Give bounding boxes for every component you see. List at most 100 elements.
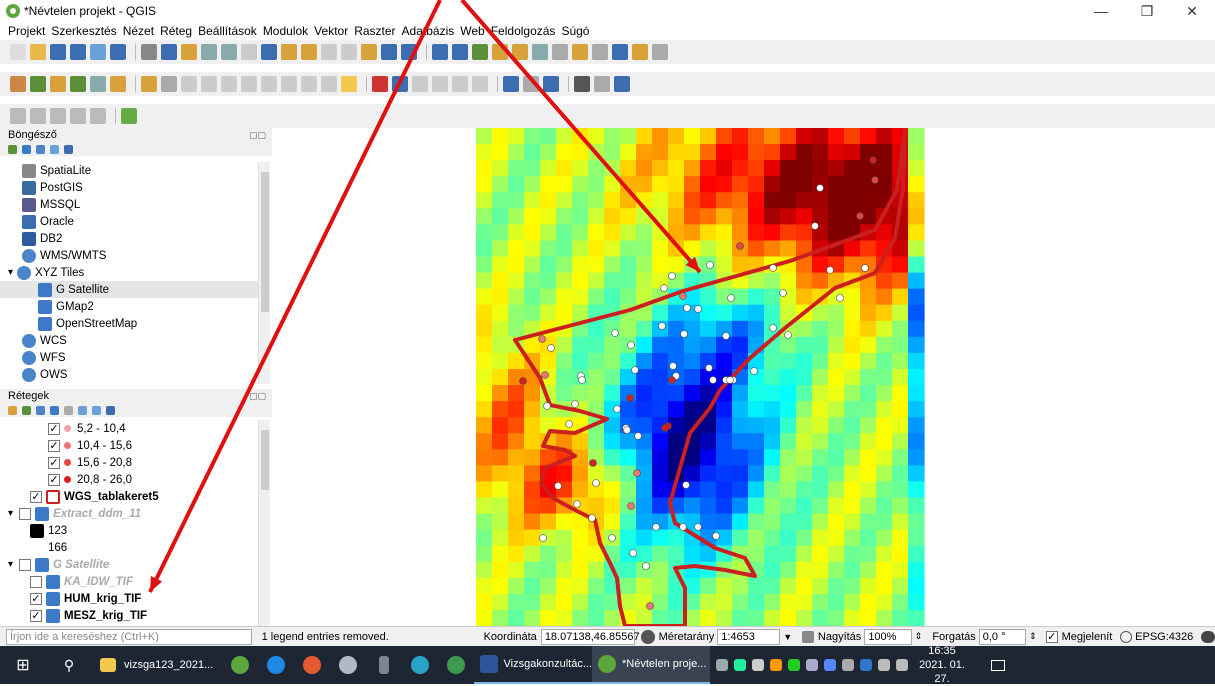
toolbar-tool-icon[interactable]: [141, 44, 157, 60]
toolbar-tool-icon[interactable]: [90, 44, 106, 60]
expand-arrow-icon[interactable]: ▾: [8, 559, 14, 570]
restore-button[interactable]: ❐: [1140, 3, 1154, 19]
search-input[interactable]: Írjon ide a kereséshez (Ctrl+K): [6, 628, 252, 645]
toolbar-tool-icon[interactable]: [281, 44, 297, 60]
layer-item-hum-krig-tif[interactable]: HUM_krig_TIF: [0, 590, 258, 607]
toolbar-tool-icon[interactable]: [50, 108, 66, 124]
layer-visibility-checkbox[interactable]: [48, 422, 60, 435]
browser-item-gmap2[interactable]: GMap2: [0, 298, 258, 315]
taskbar-qgis-pinned[interactable]: [222, 646, 258, 684]
layer-item-5-2-10-4[interactable]: 5,2 - 10,4: [0, 420, 258, 437]
toolbar-tool-icon[interactable]: [543, 76, 559, 92]
tray-icon[interactable]: [734, 659, 746, 671]
toolbar-tool-icon[interactable]: [221, 76, 237, 92]
layer-visibility-checkbox[interactable]: [19, 507, 32, 520]
layer-item-extract-ddm-11[interactable]: ▾ Extract_ddm_11: [0, 505, 258, 522]
menu-feldolgozas[interactable]: Feldolgozás: [490, 24, 556, 38]
taskbar-app3[interactable]: [294, 646, 330, 684]
browser-item-openstreetmap[interactable]: OpenStreetMap: [0, 315, 258, 332]
zoom-spinner-icon[interactable]: ⇕: [914, 631, 923, 641]
style-icon[interactable]: [8, 405, 17, 415]
browser-item-postgis[interactable]: PostGIS: [0, 179, 258, 196]
toolbar-tool-icon[interactable]: [241, 76, 257, 92]
toolbar-tool-icon[interactable]: [614, 76, 630, 92]
expression-icon[interactable]: [64, 405, 73, 415]
browser-item-wms-wmts[interactable]: WMS/WMTS: [0, 247, 258, 264]
tray-icon[interactable]: [842, 659, 854, 671]
browser-item-xyz-tiles[interactable]: ▾ XYZ Tiles: [0, 264, 258, 281]
info-icon[interactable]: [64, 144, 73, 154]
toolbar-tool-icon[interactable]: [141, 76, 157, 92]
browser-item-spatialite[interactable]: SpatiaLite: [0, 162, 258, 179]
mouse-coords-icon[interactable]: [640, 629, 655, 644]
taskbar-explorer[interactable]: vizsga123_2021...: [92, 646, 222, 684]
browser-item-ows[interactable]: OWS: [0, 366, 258, 383]
toolbar-tool-icon[interactable]: [432, 44, 448, 60]
search-button[interactable]: ⚲: [46, 646, 92, 684]
toolbar-tool-icon[interactable]: [241, 44, 257, 60]
taskbar-app4[interactable]: [330, 646, 366, 684]
toolbar-tool-icon[interactable]: [30, 108, 46, 124]
toolbar-tool-icon[interactable]: [552, 44, 568, 60]
expand-arrow-icon[interactable]: ▾: [8, 267, 14, 278]
toolbar-tool-icon[interactable]: [594, 76, 610, 92]
toolbar-tool-icon[interactable]: [90, 76, 106, 92]
toolbar-tool-icon[interactable]: [503, 76, 519, 92]
menu-modulok[interactable]: Modulok: [262, 24, 309, 38]
taskbar-qgis[interactable]: *Névtelen proje...: [592, 646, 710, 684]
close-button[interactable]: ✕: [1186, 3, 1198, 19]
layer-visibility-checkbox[interactable]: [30, 490, 42, 503]
layer-item-10-4-15-6[interactable]: 10,4 - 15,6: [0, 437, 258, 454]
toolbar-tool-icon[interactable]: [281, 76, 297, 92]
toolbar-tool-icon[interactable]: [523, 76, 539, 92]
refresh-icon[interactable]: [22, 144, 31, 154]
messages-icon[interactable]: [1201, 630, 1215, 643]
toolbar-tool-icon[interactable]: [10, 108, 26, 124]
collapse-icon[interactable]: [50, 144, 59, 154]
toolbar-tool-icon[interactable]: [472, 44, 488, 60]
toolbar-tool-icon[interactable]: [221, 44, 237, 60]
browser-item-oracle[interactable]: Oracle: [0, 213, 258, 230]
add-group-icon[interactable]: [22, 405, 31, 415]
layer-visibility-checkbox[interactable]: [48, 439, 60, 452]
toolbar-tool-icon[interactable]: [372, 76, 388, 92]
toolbar-tool-icon[interactable]: [301, 76, 317, 92]
layer-item-wgs-tablakeret5[interactable]: WGS_tablakeret5: [0, 488, 258, 505]
taskbar-edge[interactable]: [402, 646, 438, 684]
menu-beallitasok[interactable]: Beállítások: [198, 24, 257, 38]
browser-item-wcs[interactable]: WCS: [0, 332, 258, 349]
map-canvas[interactable]: [275, 128, 1215, 626]
toolbar-tool-icon[interactable]: [121, 108, 137, 124]
layer-item-166[interactable]: 166: [0, 539, 258, 556]
tray-icon[interactable]: [788, 659, 800, 671]
toolbar-tool-icon[interactable]: [341, 44, 357, 60]
layer-item-20-8-26-0[interactable]: 20,8 - 26,0: [0, 471, 258, 488]
toolbar-tool-icon[interactable]: [321, 44, 337, 60]
toolbar-tool-icon[interactable]: [341, 76, 357, 92]
layer-visibility-checkbox[interactable]: [30, 609, 42, 622]
lock-icon[interactable]: [802, 630, 814, 643]
toolbar-tool-icon[interactable]: [261, 44, 277, 60]
tray-icon[interactable]: [770, 659, 782, 671]
rotation-spinner-icon[interactable]: ⇕: [1029, 631, 1037, 641]
rotation-field[interactable]: 0,0 °: [978, 628, 1027, 645]
toolbar-tool-icon[interactable]: [110, 76, 126, 92]
scale-dropdown-icon[interactable]: ▼: [783, 631, 793, 642]
zoom-field[interactable]: 100%: [864, 628, 912, 645]
taskbar-app2[interactable]: [258, 646, 294, 684]
layer-visibility-checkbox[interactable]: [48, 473, 60, 486]
eye-icon[interactable]: [36, 405, 45, 415]
filter-icon[interactable]: [50, 405, 59, 415]
filter-icon[interactable]: [36, 144, 45, 154]
toolbar-tool-icon[interactable]: [181, 76, 197, 92]
toolbar-tool-icon[interactable]: [70, 44, 86, 60]
menu-reteg[interactable]: Réteg: [160, 24, 193, 38]
menu-vektor[interactable]: Vektor: [314, 24, 349, 38]
menu-sugo[interactable]: Súgó: [561, 24, 590, 38]
toolbar-tool-icon[interactable]: [452, 76, 468, 92]
layers-scrollbar[interactable]: [258, 420, 270, 626]
menu-raszter[interactable]: Raszter: [354, 24, 396, 38]
menu-adatbazis[interactable]: Adatbázis: [401, 24, 455, 38]
toolbar-tool-icon[interactable]: [381, 44, 397, 60]
minimize-button[interactable]: —: [1094, 3, 1108, 19]
